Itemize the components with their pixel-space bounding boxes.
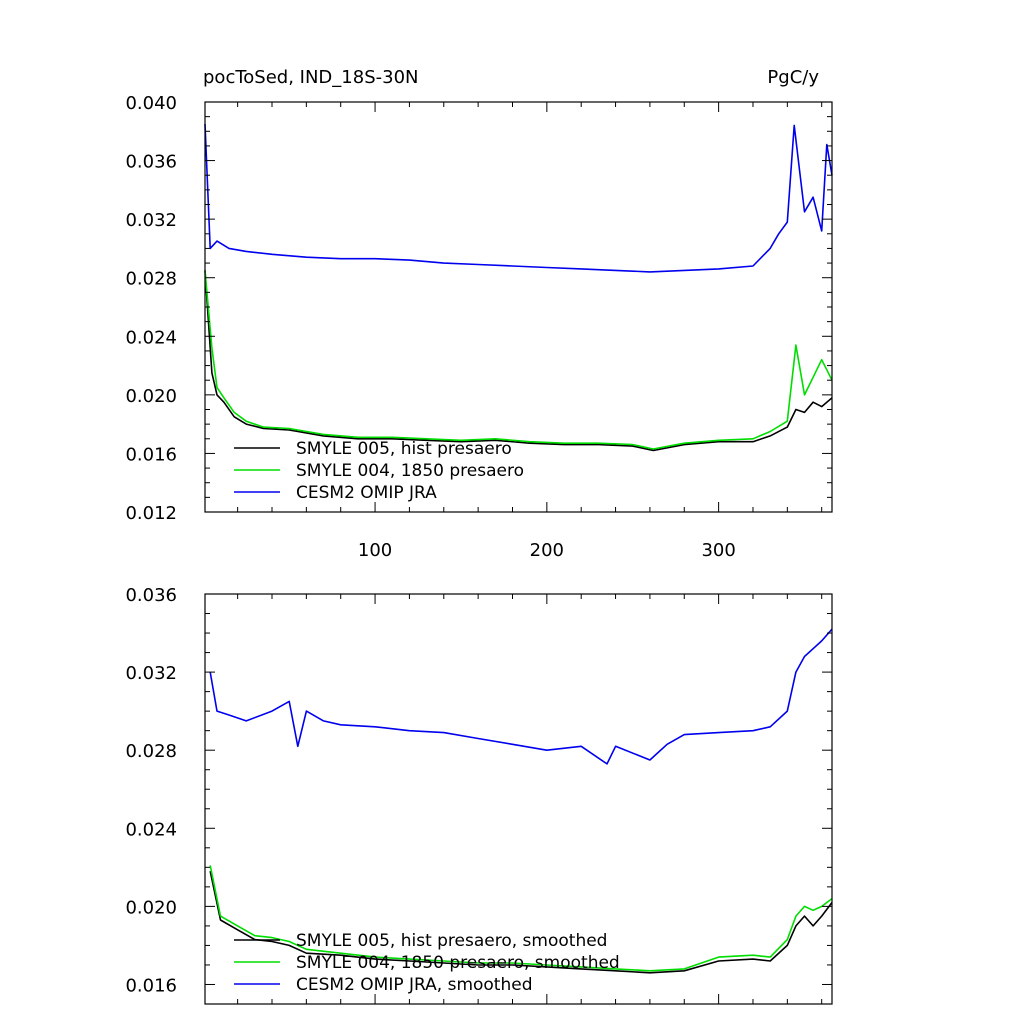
- top-panel: pocToSed, IND_18S-30N PgC/y 0.0120.0160.…: [125, 67, 833, 561]
- top-panel-series-line-0: [204, 270, 833, 452]
- top-panel-ticks: 0.012 0.016 0.020 0.024 0.028 0.032 0.036 0.040…: [125, 93, 832, 561]
- bottom-panel-frame: [204, 593, 833, 1005]
- top-panel-xtick-label-1: 200: [530, 540, 564, 561]
- top-panel-ytick-label-0: 0.012: [125, 503, 177, 524]
- top-panel-legend-label-2: CESM2 OMIP JRA: [296, 483, 437, 503]
- top-panel-ytick-label-7: 0.040: [125, 93, 177, 114]
- top-panel-ytick-label-5: 0.032: [125, 210, 177, 231]
- bottom-panel-ytick-label-3: 0.028: [125, 741, 177, 762]
- bottom-panel-legend-label-0: SMYLE 005, hist presaero, smoothed: [296, 931, 607, 951]
- top-panel-xtick-label-0: 100: [358, 540, 392, 561]
- top-panel-series: [204, 123, 833, 452]
- bottom-panel-ytick-label-4: 0.032: [125, 663, 177, 684]
- top-panel-ytick-label-4: 0.028: [125, 269, 177, 290]
- bottom-panel-legend-label-1: SMYLE 004, 1850 presaero, smoothed: [296, 953, 620, 973]
- top-panel-ytick-label-2: 0.020: [125, 386, 177, 407]
- top-panel-legend-label-0: SMYLE 005, hist presaero: [296, 439, 512, 459]
- bottom-panel-legend-label-2: CESM2 OMIP JRA, smoothed: [296, 975, 533, 995]
- top-panel-xtick-label-2: 300: [701, 540, 735, 561]
- top-panel-frame: [204, 101, 833, 513]
- top-panel-ytick-label-3: 0.024: [125, 327, 177, 348]
- top-panel-title: pocToSed, IND_18S-30N: [203, 67, 418, 88]
- bottom-panel-ticks: 0.016 0.020 0.024 0.028 0.032 0.036: [125, 585, 832, 1005]
- bottom-panel-series-line-2: [209, 628, 833, 765]
- top-panel-ytick-label-6: 0.036: [125, 152, 177, 173]
- bottom-panel-series: [209, 628, 833, 974]
- bottom-panel-ytick-label-0: 0.016: [125, 975, 177, 996]
- bottom-panel-series-line-0: [209, 871, 833, 974]
- top-panel-ytick-label-1: 0.016: [125, 444, 177, 465]
- bottom-panel-series-line-1: [209, 865, 833, 972]
- bottom-panel-ytick-label-1: 0.020: [125, 897, 177, 918]
- top-panel-series-line-2: [204, 123, 833, 273]
- bottom-panel-ytick-label-2: 0.024: [125, 819, 177, 840]
- top-panel-legend-label-1: SMYLE 004, 1850 presaero: [296, 461, 524, 481]
- bottom-panel: 0.016 0.020 0.024 0.028 0.032 0.036 SMYLE 005…: [125, 585, 833, 1005]
- top-panel-series-line-1: [204, 270, 833, 450]
- bottom-panel-legend: SMYLE 005, hist presaero, smoothedSMYLE …: [234, 931, 620, 995]
- top-panel-units: PgC/y: [767, 67, 819, 88]
- bottom-panel-ytick-label-5: 0.036: [125, 585, 177, 606]
